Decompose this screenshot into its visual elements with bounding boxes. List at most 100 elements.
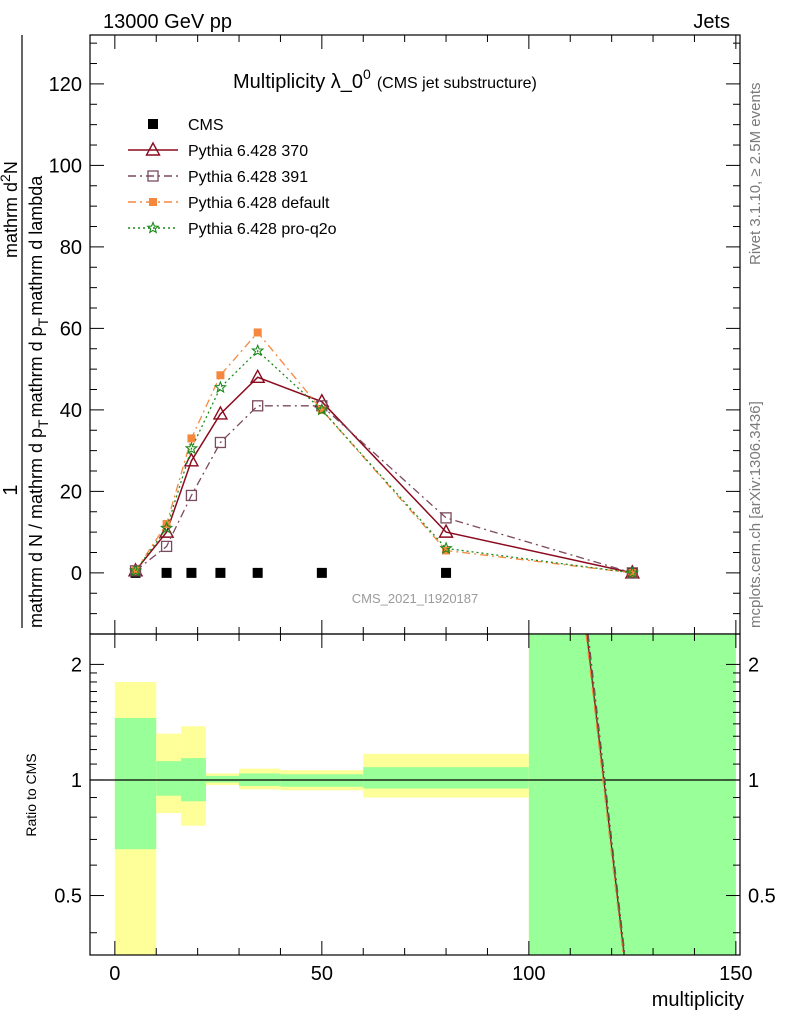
watermark: CMS_2021_I1920187: [352, 591, 479, 606]
legend-entry-0: CMS: [148, 117, 224, 134]
data-point-2-3: [214, 436, 227, 449]
main-ytick-label-1: 20: [60, 481, 82, 503]
data-point-3-4: [253, 328, 262, 337]
data-point-4-2: [184, 441, 199, 455]
xtick-label-2: 100: [512, 963, 545, 985]
main-series-group: [127, 328, 641, 579]
data-point-3-2: [187, 434, 196, 443]
data-point-2-1: [160, 540, 173, 553]
legend-label-2: Pythia 6.428 391: [188, 169, 308, 186]
legend-label-0: CMS: [188, 117, 224, 134]
ratio-ytick-label-2: 2: [71, 654, 82, 676]
header-left: 13000 GeV pp: [103, 11, 232, 33]
xtick-label-1: 50: [311, 963, 333, 985]
series-3: [131, 328, 637, 577]
side-label-top: Rivet 3.1.10, ≥ 2.5M events: [747, 83, 764, 266]
chart-title-suffix: (CMS jet substructure): [377, 75, 537, 92]
ratio-series-group: [585, 633, 626, 956]
data-point-4-7: [625, 565, 640, 579]
data-point-0-3: [215, 567, 226, 578]
main-axes: 0 20 40 60 80 100 120: [49, 34, 741, 635]
header-right: Jets: [693, 11, 730, 33]
series-line-3: [134, 331, 633, 574]
ratio-axes: 0.5 0.5 1 1 2 2 0 50 100 150: [54, 633, 776, 985]
y-axis-label: 1 mathrm d N / mathrm d pTmathrm d pTmat…: [0, 35, 51, 628]
ratio-ytick-label-right-1: 1: [748, 770, 759, 792]
data-point-0-4: [252, 567, 263, 578]
ratio-ytick-label-right-0: 0.5: [748, 886, 776, 908]
data-point-1-4: [249, 368, 266, 383]
main-ytick-label-5: 100: [49, 155, 82, 177]
legend-marker-2: [147, 170, 159, 182]
ratio-ytick-label-right-2: 2: [748, 654, 759, 676]
ratio-bands: [90, 634, 740, 955]
data-point-3-3: [216, 371, 225, 380]
y-label-denominator-rest: mathrm d p: [26, 326, 46, 417]
ratio-y-axis-label: Ratio to CMS: [23, 753, 39, 836]
data-point-4-6: [439, 541, 453, 555]
y-label-denominator: mathrm d N / mathrm d pTmathrm d pTmathr…: [26, 175, 51, 628]
data-point-0-2: [186, 567, 197, 578]
legend-label-1: Pythia 6.428 370: [188, 143, 308, 160]
data-point-4-3: [213, 380, 227, 394]
series-1: [127, 368, 641, 579]
ratio-band-inner-6: [363, 767, 529, 789]
data-point-0-1: [161, 567, 172, 578]
side-label-bottom: mcplots.cern.ch [arXiv:1306.3436]: [747, 401, 764, 628]
y-label-numerator: 1: [0, 484, 22, 495]
data-point-1-6: [438, 523, 454, 538]
data-point-4-5: [315, 402, 329, 416]
data-point-4-0: [128, 563, 143, 577]
legend-label-4: Pythia 6.428 pro-q2o: [188, 221, 337, 238]
ratio-ytick-label-0: 0.5: [54, 886, 82, 908]
y-label-denominator-sub2: T: [35, 317, 51, 326]
series-0: [130, 567, 638, 578]
data-point-1-3: [212, 405, 229, 420]
series-line-2: [135, 405, 633, 574]
legend-marker-0: [148, 119, 158, 129]
data-point-2-4: [252, 400, 264, 412]
y-label-top-part: mathrm d: [1, 182, 21, 258]
ratio-line-3: [586, 633, 626, 956]
chart-title-main: Multiplicity λ_0: [233, 71, 363, 93]
xtick-label-3: 150: [719, 963, 752, 985]
series-4: [128, 343, 640, 579]
legend: CMS Pythia 6.428 370 Pythia 6.428 391 Pythi…: [128, 117, 337, 238]
legend-label-3: Pythia 6.428 default: [188, 195, 330, 212]
x-axis-label: multiplicity: [652, 989, 744, 1011]
data-point-2-2: [185, 489, 198, 502]
ratio-ytick-label-1: 1: [71, 770, 82, 792]
legend-marker-1: [145, 141, 161, 156]
ratio-frame: [89, 633, 741, 956]
data-point-4-1: [160, 521, 174, 534]
legend-entry-3: Pythia 6.428 default: [128, 195, 330, 212]
y-label-denominator-rest2: mathrm d lambda: [26, 175, 46, 316]
xtick-label-0: 0: [109, 963, 120, 985]
data-point-0-6: [441, 567, 452, 578]
data-point-3-7: [628, 568, 637, 577]
legend-entry-4: Pythia 6.428 pro-q2o: [128, 220, 337, 238]
data-point-2-6: [440, 512, 452, 524]
ratio-band-inner-1: [156, 761, 182, 796]
main-ytick-label-3: 60: [60, 318, 82, 340]
main-ytick-label-4: 80: [60, 237, 82, 259]
main-ytick-label-0: 0: [71, 563, 82, 585]
series-2: [129, 400, 639, 579]
y-label-top-sup: 2: [0, 174, 13, 182]
legend-marker-4: [146, 220, 160, 234]
data-point-3-0: [131, 566, 140, 575]
chart-title: Multiplicity λ_00 (CMS jet substructure): [233, 66, 537, 93]
ratio-band-inner-7: [528, 634, 736, 955]
data-point-4-4: [250, 343, 265, 357]
chart-title-superscript: 0: [363, 66, 371, 82]
series-line-1: [134, 376, 633, 574]
series-line-4: [134, 349, 633, 574]
main-ytick-label-6: 120: [49, 74, 82, 96]
y-label-denominator-part: mathrm d N / mathrm d p: [26, 428, 46, 628]
y-label-denominator-sub: T: [35, 419, 51, 428]
ratio-band-inner-0: [114, 718, 157, 850]
data-point-1-2: [183, 452, 200, 467]
ratio-band-inner-3: [205, 775, 240, 783]
data-point-0-5: [316, 567, 327, 578]
